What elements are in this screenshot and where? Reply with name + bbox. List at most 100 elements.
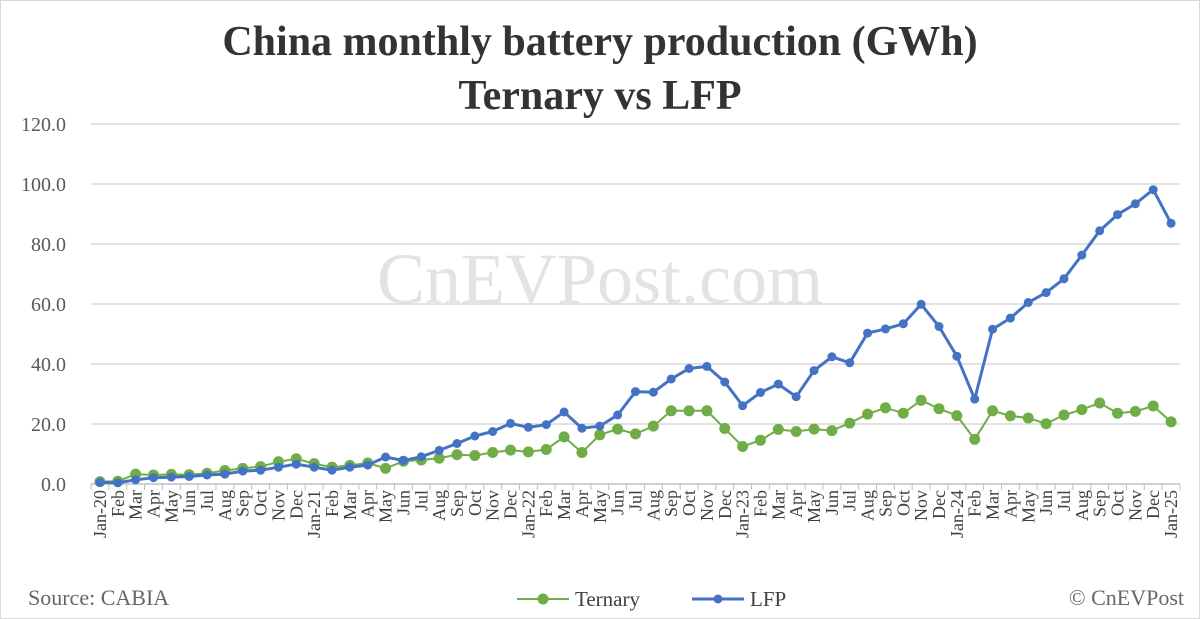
- ternary-point: [594, 429, 606, 441]
- ternary-point: [987, 405, 999, 417]
- ternary-point: [522, 446, 534, 458]
- lfp-point: [666, 374, 676, 384]
- lfp-point: [363, 460, 373, 470]
- lfp-point: [256, 465, 266, 475]
- x-tick-label: Feb: [750, 490, 770, 517]
- y-tick-label: 20.0: [31, 414, 66, 436]
- lfp-point: [1005, 313, 1015, 323]
- x-tick-label: Apr: [143, 490, 163, 518]
- ternary-point: [683, 405, 695, 417]
- lfp-point: [345, 462, 355, 472]
- lfp-point: [988, 324, 998, 334]
- lfp-point: [488, 427, 498, 436]
- lfp-point: [381, 452, 391, 462]
- x-tick-label: Dec: [1143, 490, 1163, 519]
- y-tick-label: 80.0: [31, 234, 66, 256]
- ternary-point: [540, 444, 552, 455]
- x-tick-label: Sep: [1090, 490, 1110, 517]
- x-tick-label: Jul: [1054, 490, 1074, 511]
- lfp-series: [95, 185, 1176, 488]
- ternary-point: [380, 462, 392, 474]
- lfp-point: [291, 459, 301, 469]
- lfp-point: [1059, 274, 1069, 284]
- x-tick-label: Aug: [858, 490, 878, 521]
- ternary-point: [1112, 407, 1124, 419]
- ternary-point: [1058, 409, 1070, 421]
- x-tick-label: Feb: [965, 490, 985, 517]
- x-tick-label: Apr: [786, 490, 806, 518]
- ternary-point: [433, 452, 445, 464]
- lfp-point: [791, 392, 801, 402]
- lfp-point: [755, 388, 765, 397]
- lfp-point: [1166, 218, 1176, 228]
- x-tick-label: Oct: [1108, 490, 1128, 516]
- x-tick-label: Nov: [911, 490, 931, 521]
- ternary-point: [933, 403, 945, 415]
- y-tick-label: 100.0: [21, 174, 66, 196]
- x-tick-label: Feb: [108, 490, 128, 517]
- lfp-point: [1023, 298, 1033, 307]
- x-tick-label: Nov: [1125, 490, 1145, 521]
- y-tick-label: 120.0: [21, 114, 66, 136]
- lfp-point: [523, 422, 533, 432]
- lfp-point: [559, 407, 569, 417]
- lfp-point: [416, 452, 426, 462]
- lfp-point: [1041, 288, 1051, 298]
- ternary-series: [94, 394, 1177, 488]
- ternary-point: [1022, 412, 1034, 424]
- x-tick-label: Oct: [465, 490, 485, 516]
- ternary-point: [897, 407, 909, 419]
- source-note: Source: CABIA: [28, 585, 170, 610]
- x-tick-label: Dec: [929, 490, 949, 519]
- x-tick-label: Jul: [840, 490, 860, 511]
- ternary-point: [754, 434, 766, 446]
- lfp-point: [595, 421, 605, 431]
- lfp-point: [845, 358, 855, 368]
- ternary-point: [790, 426, 802, 437]
- x-tick-label: May: [161, 490, 181, 523]
- legend-lfp-marker: [713, 594, 723, 604]
- x-tick-label: Sep: [875, 490, 895, 517]
- ternary-point: [1004, 410, 1016, 422]
- x-tick-label: Nov: [268, 490, 288, 521]
- ternary-point: [1076, 404, 1088, 416]
- lfp-point: [773, 379, 783, 389]
- ternary-point: [701, 405, 713, 417]
- ternary-point: [647, 420, 659, 432]
- lfp-point: [1077, 250, 1087, 260]
- lfp-point: [131, 475, 141, 485]
- x-tick-label: Mar: [554, 490, 574, 520]
- x-tick-label: May: [1018, 490, 1038, 523]
- lfp-point: [738, 401, 748, 411]
- lfp-point: [916, 299, 926, 309]
- x-tick-label: Aug: [1072, 490, 1092, 521]
- x-tick-label: Jun: [608, 490, 628, 515]
- x-tick-label: Aug: [215, 490, 235, 521]
- x-tick-label: Oct: [251, 490, 271, 516]
- ternary-point: [1040, 418, 1052, 430]
- x-tick-label: Sep: [233, 490, 253, 517]
- x-tick-label: Mar: [126, 490, 146, 520]
- x-tick-label: Sep: [661, 490, 681, 517]
- legend-ternary-marker: [537, 593, 549, 605]
- lfp-point: [202, 470, 212, 480]
- lfp-point: [95, 478, 105, 487]
- legend: Ternary LFP: [517, 587, 786, 611]
- lfp-point: [273, 462, 283, 472]
- chart-title: China monthly battery production (GWh): [222, 19, 978, 65]
- ternary-point: [1129, 405, 1141, 417]
- watermark: CnEVPost.com: [376, 239, 824, 319]
- x-tick-label: Mar: [983, 490, 1003, 520]
- legend-lfp-label: LFP: [750, 587, 786, 611]
- ternary-point: [451, 449, 463, 461]
- ternary-point: [1165, 416, 1177, 428]
- lfp-point: [220, 469, 230, 479]
- x-tick-label: Jun: [179, 490, 199, 515]
- ternary-point: [969, 433, 981, 445]
- lfp-point: [898, 319, 908, 329]
- lfp-point: [1095, 226, 1105, 236]
- lfp-point: [238, 466, 248, 476]
- chart-subtitle: Ternary vs LFP: [458, 73, 742, 119]
- lfp-point: [880, 324, 890, 334]
